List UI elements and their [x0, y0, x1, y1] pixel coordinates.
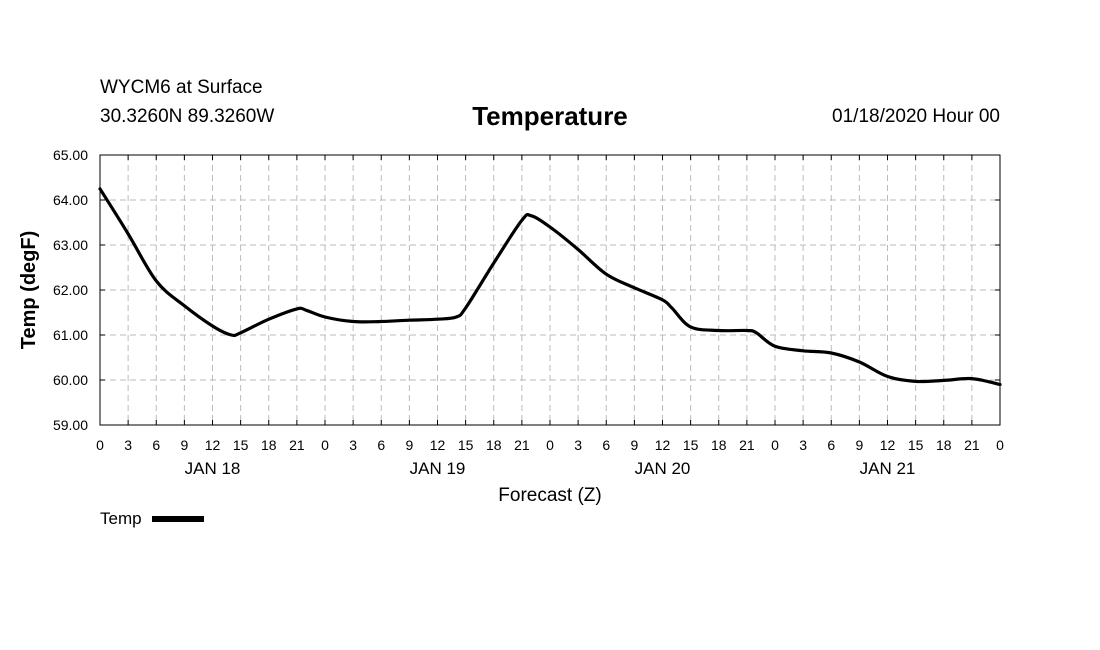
x-tick-label: 21 [739, 437, 755, 453]
x-tick-label: 18 [486, 437, 502, 453]
x-tick-label: 0 [996, 437, 1004, 453]
x-tick-label: 3 [349, 437, 357, 453]
forecast-datetime: 01/18/2020 Hour 00 [832, 106, 1000, 127]
x-tick-label: 21 [289, 437, 305, 453]
x-tick-label: 9 [405, 437, 413, 453]
y-tick-label: 64.00 [53, 192, 88, 208]
x-tick-label: 12 [205, 437, 221, 453]
x-tick-label: 6 [827, 437, 835, 453]
x-tick-label: 15 [908, 437, 924, 453]
x-tick-label: 3 [124, 437, 132, 453]
plot-frame [99, 154, 1001, 426]
x-tick-label: 3 [574, 437, 582, 453]
x-axis-title: Forecast (Z) [498, 485, 601, 506]
x-tick-label: 6 [602, 437, 610, 453]
x-tick-label: 6 [152, 437, 160, 453]
y-tick-label: 63.00 [53, 237, 88, 253]
x-tick-label: 0 [546, 437, 554, 453]
y-tick-label: 65.00 [53, 147, 88, 163]
temp-series-line [98, 187, 1002, 387]
y-tick-label: 60.00 [53, 372, 88, 388]
x-tick-label: 15 [458, 437, 474, 453]
x-tick-label: 6 [377, 437, 385, 453]
x-tick-label: 3 [799, 437, 807, 453]
x-tick-label: 0 [771, 437, 779, 453]
coordinates-label: 30.3260N 89.3260W [100, 106, 275, 127]
x-tick-label: 12 [880, 437, 896, 453]
y-tick-label: 61.00 [53, 327, 88, 343]
chart-title: Temperature [472, 101, 628, 131]
legend: Temp [100, 509, 204, 529]
y-axis-title: Temp (degF) [18, 231, 40, 350]
y-tick-label: 62.00 [53, 282, 88, 298]
x-tick-label: 15 [683, 437, 699, 453]
day-label: JAN 18 [185, 459, 241, 478]
legend-swatch [151, 516, 204, 522]
day-label: JAN 20 [635, 459, 691, 478]
x-tick-label: 21 [514, 437, 530, 453]
x-tick-label: 0 [321, 437, 329, 453]
station-label: WYCM6 at Surface [100, 77, 263, 98]
x-tick-label: 18 [936, 437, 952, 453]
x-tick-label: 0 [96, 437, 104, 453]
x-tick-label: 18 [261, 437, 277, 453]
day-label: JAN 19 [410, 459, 466, 478]
x-tick-label: 9 [630, 437, 638, 453]
x-tick-label: 12 [655, 437, 671, 453]
x-tick-label: 18 [711, 437, 727, 453]
legend-label: Temp [100, 509, 142, 528]
x-tick-label: 9 [180, 437, 188, 453]
day-label: JAN 21 [860, 459, 916, 478]
x-tick-label: 21 [964, 437, 980, 453]
x-tick-label: 9 [855, 437, 863, 453]
x-tick-label: 15 [233, 437, 249, 453]
x-tick-label: 12 [430, 437, 446, 453]
y-tick-label: 59.00 [53, 417, 88, 433]
